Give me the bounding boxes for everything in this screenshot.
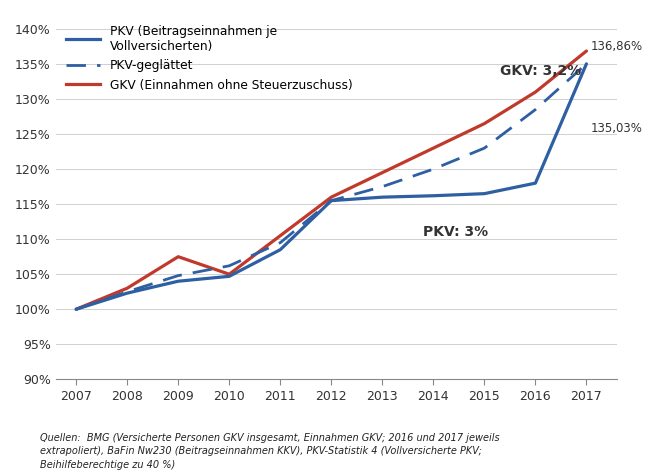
Text: 135,03%: 135,03% — [591, 122, 642, 135]
Text: PKV: 3%: PKV: 3% — [423, 225, 488, 239]
Text: GKV: 3,2%: GKV: 3,2% — [500, 64, 581, 77]
Legend: PKV (Beitragseinnahmen je
Vollversicherten), PKV-geglättet, GKV (Einnahmen ohne : PKV (Beitragseinnahmen je Vollversichert… — [62, 21, 356, 96]
Text: Quellen:  BMG (Versicherte Personen GKV insgesamt, Einnahmen GKV; 2016 und 2017 : Quellen: BMG (Versicherte Personen GKV i… — [40, 433, 499, 470]
Text: 136,86%: 136,86% — [591, 40, 643, 53]
